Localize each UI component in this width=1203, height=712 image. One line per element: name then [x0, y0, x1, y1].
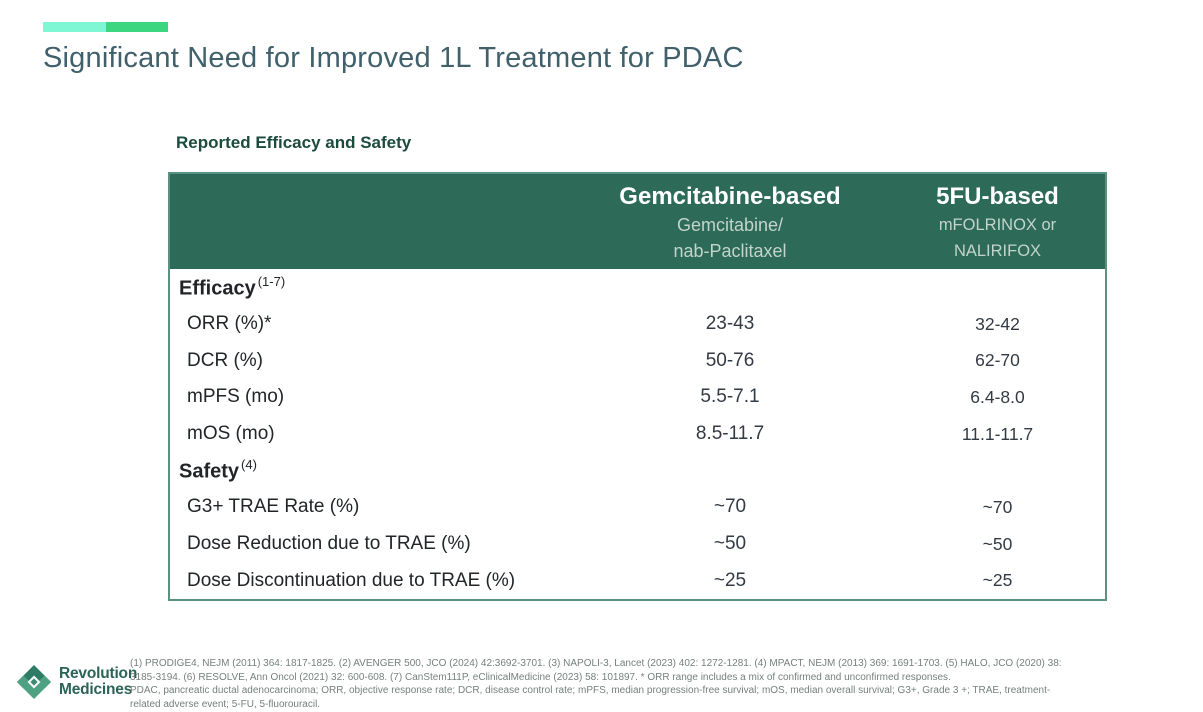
column-subtitle: mFOLRINOX or NALIRIFOX: [890, 212, 1105, 264]
page-title: Significant Need for Improved 1L Treatme…: [43, 42, 744, 74]
gem-value: 50-76: [705, 349, 755, 371]
column-subtitle-line: nab-Paclitaxel: [673, 241, 787, 261]
gem-value: ~25: [713, 569, 747, 591]
column-subtitle: Gemcitabine/ nab-Paclitaxel: [570, 212, 890, 264]
footnote-line: PDAC, pancreatic ductal adenocarcinoma; …: [130, 685, 1051, 696]
column-subtitle-line: Gemcitabine/: [676, 215, 784, 235]
column-subtitle-line: mFOLRINOX or: [938, 216, 1057, 234]
accent-bars: [43, 22, 168, 32]
gem-value: 23-43: [705, 313, 755, 334]
column-title: Gemcitabine-based: [619, 183, 841, 210]
row-label: Dose Discontinuation due to TRAE (%): [187, 569, 516, 591]
gem-value: ~70: [713, 496, 747, 518]
fu-value: 32-42: [975, 313, 1020, 334]
column-title: 5FU-based: [936, 183, 1059, 210]
table-row-orr: ORR (%)* 23-43 32-42: [170, 306, 1105, 343]
table-header: Gemcitabine-based Gemcitabine/ nab-Pacli…: [170, 174, 1105, 269]
fu-value: 11.1-11.7: [961, 423, 1034, 444]
table-row-dose-reduction: Dose Reduction due to TRAE (%) ~50 ~50: [170, 526, 1105, 563]
fu-value: 62-70: [975, 350, 1020, 371]
accent-bar-green: [106, 22, 168, 32]
row-label: mOS (mo): [187, 423, 275, 445]
company-logo-text: Revolution Medicines: [59, 666, 137, 698]
table-row-g3-trae: G3+ TRAE Rate (%) ~70 ~70: [170, 489, 1105, 526]
fu-value: ~50: [982, 533, 1013, 554]
fu-value: 6.4-8.0: [970, 386, 1025, 407]
row-label: mPFS (mo): [187, 386, 285, 408]
table-row-mpfs: mPFS (mo) 5.5-7.1 6.4-8.0: [170, 379, 1105, 416]
column-header-gemcitabine: Gemcitabine-based Gemcitabine/ nab-Pacli…: [570, 174, 890, 269]
section-superscript: (4): [241, 456, 257, 472]
footnote-line: (1) PRODIGE4, NEJM (2011) 364: 1817-1825…: [130, 658, 1062, 669]
table-section-row-efficacy: Efficacy (1-7): [170, 269, 1105, 306]
row-label: G3+ TRAE Rate (%): [187, 496, 360, 518]
table-row-dcr: DCR (%) 50-76 62-70: [170, 342, 1105, 379]
table-caption: Reported Efficacy and Safety: [176, 133, 412, 152]
section-superscript: (1-7): [257, 273, 286, 289]
section-label: Safety: [179, 460, 240, 483]
footnote-line: 3185-3194. (6) RESOLVE, Ann Oncol (2021)…: [130, 671, 951, 683]
gem-value: ~50: [713, 533, 747, 555]
section-label: Efficacy: [179, 277, 256, 300]
table-row-dose-discontinuation: Dose Discontinuation due to TRAE (%) ~25…: [170, 562, 1105, 599]
fu-value: ~70: [982, 496, 1013, 517]
header-spacer-cell: [170, 174, 570, 269]
table-section-row-safety: Safety (4): [170, 452, 1105, 489]
accent-bar-mint: [43, 22, 106, 32]
footnotes: (1) PRODIGE4, NEJM (2011) 364: 1817-1825…: [130, 657, 1190, 711]
table-body: Efficacy (1-7) ORR (%)* 23-43 32-42 DCR (…: [170, 269, 1105, 599]
column-header-5fu: 5FU-based mFOLRINOX or NALIRIFOX: [890, 174, 1105, 269]
efficacy-safety-table: Gemcitabine-based Gemcitabine/ nab-Pacli…: [168, 172, 1107, 601]
footnote-line: related adverse event; 5-FU, 5-fluoroura…: [130, 698, 321, 710]
gem-value: 8.5-11.7: [695, 423, 765, 445]
gem-value: 5.5-7.1: [700, 386, 760, 408]
row-label: ORR (%)*: [187, 313, 272, 334]
row-label: Dose Reduction due to TRAE (%): [187, 533, 471, 555]
revolution-medicines-logo-icon: [17, 665, 51, 699]
row-label: DCR (%): [187, 349, 263, 371]
company-logo: Revolution Medicines: [14, 662, 137, 702]
logo-line: Medicines: [59, 681, 133, 698]
column-subtitle-line: NALIRIFOX: [953, 242, 1042, 260]
table-row-mos: mOS (mo) 8.5-11.7 11.1-11.7: [170, 416, 1105, 453]
logo-line: Revolution: [59, 665, 138, 682]
fu-value: ~25: [982, 570, 1013, 591]
